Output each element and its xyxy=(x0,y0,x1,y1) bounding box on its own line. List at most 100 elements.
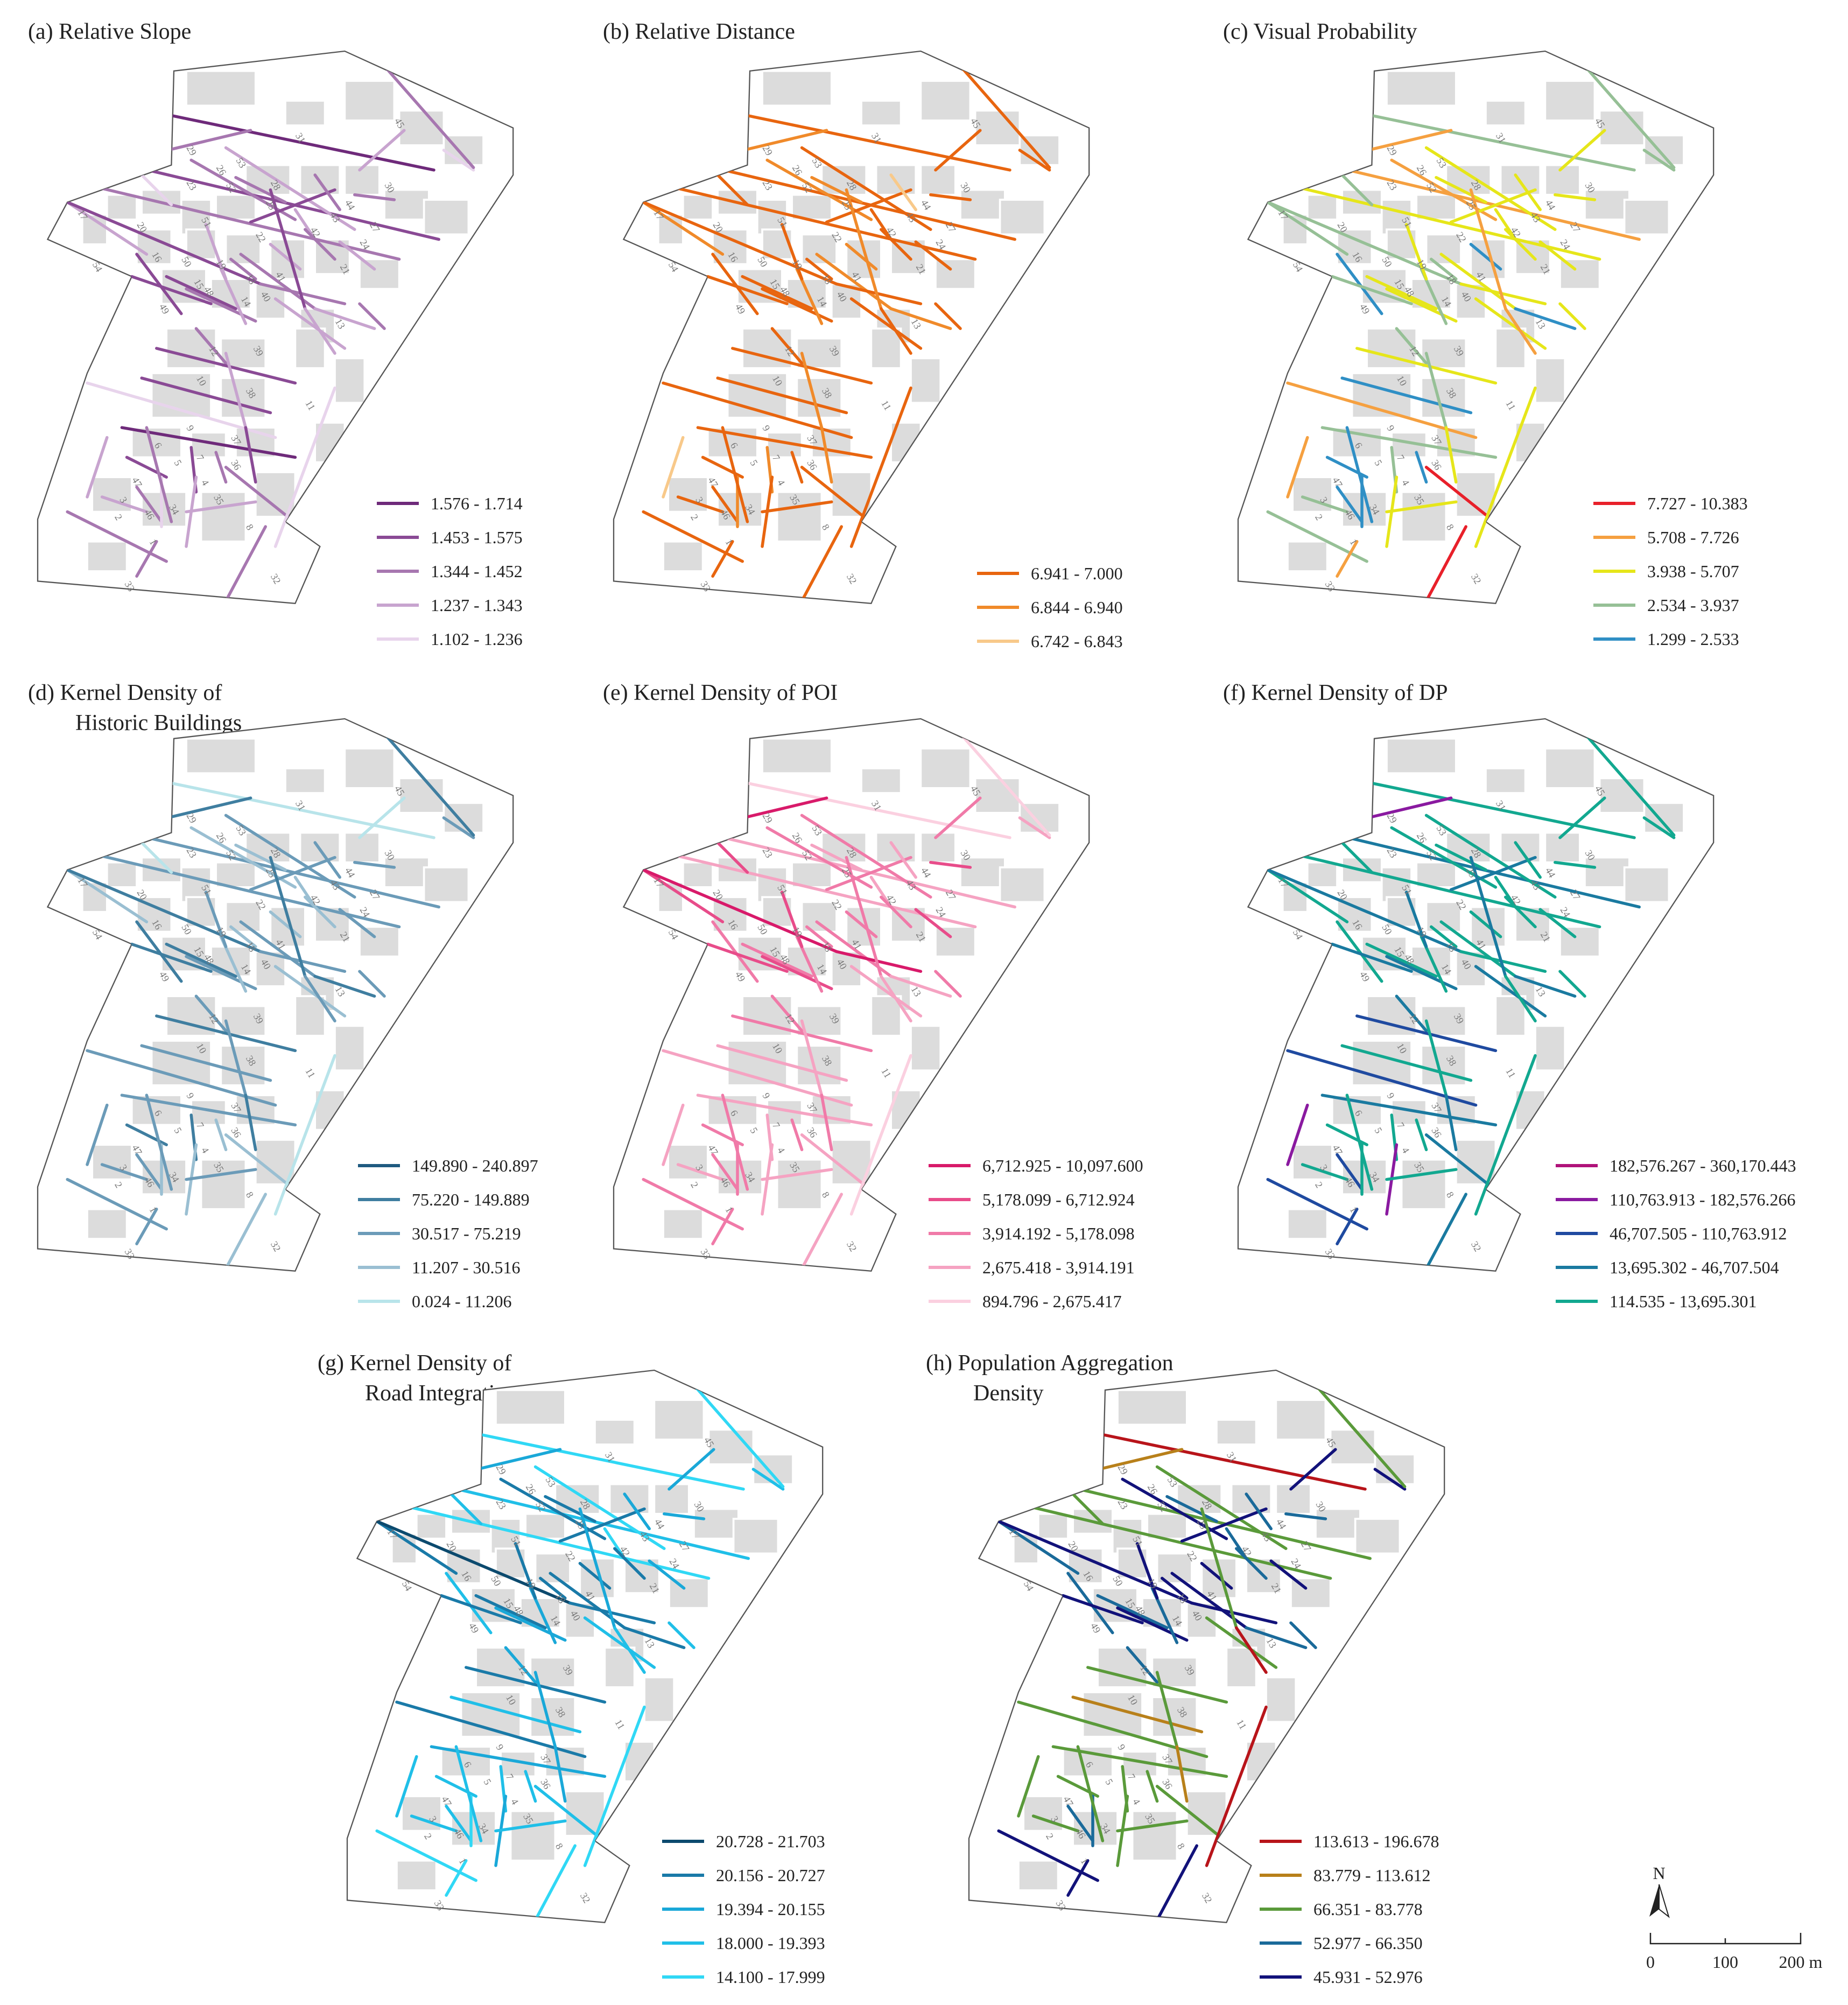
road-segment xyxy=(395,1755,418,1818)
road-segment xyxy=(224,1193,267,1270)
building-block xyxy=(529,1696,577,1738)
road-segment xyxy=(1165,1495,1218,1523)
road-segment xyxy=(1514,307,1577,330)
road-segment xyxy=(229,257,257,281)
road-segment xyxy=(135,485,163,523)
road-segment xyxy=(474,1594,547,1630)
road-segment xyxy=(1514,975,1577,998)
road-segment xyxy=(185,500,257,514)
road-segment xyxy=(761,1168,833,1181)
road-segment xyxy=(1031,1814,1080,1833)
road-segment xyxy=(997,1519,1080,1575)
building-block xyxy=(1022,1795,1064,1832)
road-segment xyxy=(1320,1093,1498,1127)
road-segment xyxy=(304,307,336,355)
road-segment xyxy=(524,1770,537,1803)
road-segment xyxy=(1469,910,1502,938)
road-segment xyxy=(741,275,813,311)
building-block xyxy=(796,377,843,419)
road-segment xyxy=(845,910,878,938)
legend-label: 75.220 - 149.889 xyxy=(412,1190,530,1209)
road-segment xyxy=(383,64,475,169)
building-block xyxy=(860,100,902,127)
building-block xyxy=(343,80,396,122)
road-segment xyxy=(273,1054,336,1216)
panel-d-roads xyxy=(66,732,475,1270)
building-block xyxy=(343,831,381,864)
legend-label: 18.000 - 19.393 xyxy=(716,1933,825,1953)
road-segment xyxy=(140,376,272,415)
road-segment xyxy=(1051,1745,1228,1778)
road-segment xyxy=(692,1383,785,1488)
building-block xyxy=(284,767,326,794)
road-segment xyxy=(1340,376,1473,415)
road-segment xyxy=(934,129,982,172)
road-segment xyxy=(613,1547,646,1580)
road-segment xyxy=(120,1093,297,1127)
legend-label: 6.941 - 7.000 xyxy=(1031,564,1123,583)
road-segment xyxy=(539,1576,567,1600)
building-block xyxy=(415,1512,447,1540)
road-segment xyxy=(1200,1562,1233,1590)
road-segment xyxy=(442,149,475,172)
road-segment xyxy=(269,188,307,311)
road-segment xyxy=(662,1049,853,1107)
legend-label: 52.977 - 66.350 xyxy=(1313,1933,1423,1953)
road-segment xyxy=(1096,1594,1169,1630)
building-block xyxy=(165,995,217,1037)
road-segment xyxy=(533,1465,666,1550)
building-block xyxy=(140,490,187,528)
road-segment xyxy=(696,426,873,459)
road-segment xyxy=(304,975,336,1022)
building-block xyxy=(1354,1518,1401,1555)
road-segment xyxy=(1385,287,1458,323)
panel-d-boundary xyxy=(37,718,514,1272)
road-segment xyxy=(1370,114,1636,172)
road-segment xyxy=(66,868,149,923)
legend-label: 3.938 - 5.707 xyxy=(1647,562,1739,581)
road-segment xyxy=(66,868,262,954)
road-segment xyxy=(1336,540,1359,578)
legend-label: 2,675.418 - 3,914.191 xyxy=(982,1258,1135,1277)
legend-label: 1.102 - 1.236 xyxy=(431,629,523,649)
road-segment xyxy=(229,925,257,948)
legend-label: 113.613 - 196.678 xyxy=(1313,1832,1439,1851)
road-segment xyxy=(642,200,838,286)
building-block xyxy=(294,995,326,1037)
road-segment xyxy=(578,1507,616,1630)
road-segment xyxy=(1266,200,1349,256)
panel-d-legend: 149.890 - 240.897 75.220 - 149.889 30.517 … xyxy=(358,1156,538,1311)
road-segment xyxy=(494,1606,567,1642)
legend-label: 6,712.925 - 10,097.600 xyxy=(982,1156,1143,1175)
building-block xyxy=(529,1656,577,1688)
building-block xyxy=(1336,896,1373,933)
road-segment xyxy=(1235,1547,1268,1580)
building-block xyxy=(1415,193,1457,221)
road-segment xyxy=(189,158,297,221)
north-arrow-right-half xyxy=(1659,1884,1670,1918)
road-segment xyxy=(800,525,843,602)
road-segment xyxy=(642,868,838,954)
road-segment xyxy=(1430,925,1458,948)
road-segment xyxy=(800,814,932,899)
panel-b-boundary xyxy=(613,50,1090,605)
legend-label: 894.796 - 2,675.417 xyxy=(982,1292,1122,1311)
road-segment xyxy=(731,347,873,385)
road-segment xyxy=(716,376,848,415)
building-block xyxy=(1366,995,1418,1037)
road-segment xyxy=(568,1601,656,1624)
building-block xyxy=(693,1508,740,1540)
legend-label: 1.453 - 1.575 xyxy=(431,528,523,547)
road-segment xyxy=(1558,129,1606,172)
road-segment xyxy=(313,307,376,330)
road-segment xyxy=(1266,868,1349,923)
building-block xyxy=(776,490,823,543)
road-segment xyxy=(1474,386,1537,548)
road-segment xyxy=(165,275,237,311)
road-segment xyxy=(613,1626,646,1674)
panel-c-title-line-0: (c) Visual Probability xyxy=(1223,19,1417,44)
building-block xyxy=(398,109,445,146)
road-segment xyxy=(170,781,435,839)
road-segment xyxy=(1205,1705,1268,1867)
road-segment xyxy=(313,841,341,879)
